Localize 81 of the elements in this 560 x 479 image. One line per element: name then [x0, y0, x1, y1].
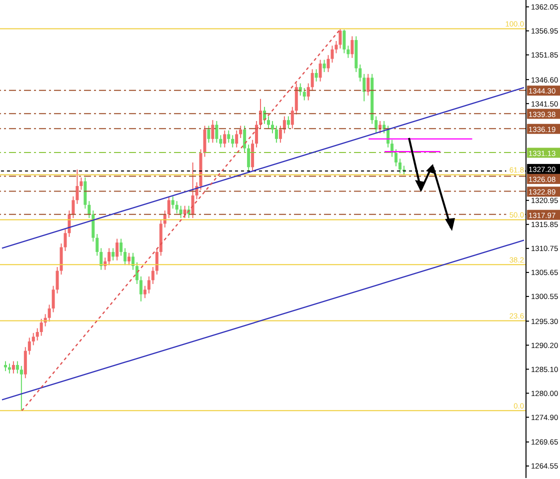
- candlestick: [120, 238, 123, 256]
- candlestick: [72, 196, 75, 219]
- candlestick: [219, 134, 222, 148]
- candlestick: [235, 130, 238, 148]
- candlestick: [294, 82, 298, 115]
- candlestick: [259, 98, 262, 130]
- candlestick: [314, 68, 318, 82]
- candlestick: [60, 242, 63, 276]
- candlestick: [266, 116, 270, 130]
- candlestick: [52, 285, 55, 313]
- candlestick: [56, 266, 59, 294]
- candlestick: [132, 252, 134, 270]
- candlestick: [28, 337, 31, 356]
- candlestick: [191, 162, 194, 219]
- candlestick: [358, 64, 362, 82]
- candlestick: [151, 266, 154, 284]
- candlestick: [147, 276, 150, 294]
- candlestick: [12, 360, 15, 374]
- candlestick: [88, 200, 91, 219]
- candlestick: [84, 177, 87, 210]
- candlestick: [207, 125, 210, 144]
- candlestick: [346, 45, 350, 58]
- candlestick: [96, 234, 99, 256]
- candlestick: [16, 360, 19, 374]
- candlestick: [171, 196, 174, 210]
- candlestick: [322, 59, 326, 73]
- candlestick: [100, 248, 103, 270]
- candlestick: [40, 318, 43, 336]
- candlestick: [32, 332, 35, 346]
- candlestick: [362, 73, 366, 102]
- candlestick: [366, 73, 370, 96]
- candlestick: [282, 116, 286, 134]
- candlestick: [4, 360, 7, 372]
- candlestick: [394, 148, 398, 167]
- candlestick: [350, 36, 354, 58]
- candlestick: [342, 29, 346, 54]
- candlestick: [278, 125, 282, 144]
- candlestick: [128, 252, 131, 266]
- candlestick: [270, 120, 274, 134]
- candlestick: [124, 248, 127, 266]
- candlestick: [76, 169, 79, 204]
- candlestick: [247, 144, 250, 172]
- candlestick: [298, 82, 302, 96]
- candlestick: [20, 365, 23, 412]
- candlestick: [48, 304, 51, 322]
- candlestick: [227, 130, 230, 144]
- candlestick: [290, 106, 294, 130]
- candlestick: [215, 120, 218, 144]
- candlestick: [231, 134, 234, 148]
- candlestick: [92, 210, 95, 242]
- candlestick: [251, 139, 254, 172]
- candlestick: [274, 125, 278, 144]
- candlestick: [36, 328, 39, 341]
- candlestick: [318, 59, 322, 82]
- candlestick: [334, 40, 338, 54]
- candlestick: [374, 116, 378, 134]
- candlestick: [239, 125, 242, 138]
- candlestick: [183, 205, 186, 219]
- candlestick: [211, 120, 214, 144]
- candlestick: [398, 158, 402, 174]
- candlestick: [203, 125, 206, 158]
- candlestick: [116, 238, 119, 261]
- candlestick: [143, 285, 146, 299]
- candlestick: [24, 346, 27, 379]
- candlestick: [80, 177, 83, 190]
- candlestick: [139, 276, 142, 302]
- candlestick: [135, 262, 138, 284]
- candlestick: [112, 248, 115, 261]
- candlestick: [286, 116, 290, 130]
- candlestick: [243, 125, 246, 153]
- candlestick: [108, 248, 111, 266]
- candlestick: [302, 88, 306, 101]
- candlestick: [179, 205, 182, 219]
- candlestick: [155, 248, 158, 276]
- candlestick: [310, 68, 314, 92]
- candlestick: [223, 130, 226, 148]
- candlestick: [306, 82, 310, 101]
- candlestick: [167, 196, 170, 219]
- candlestick: [175, 200, 178, 214]
- candlestick: [255, 120, 258, 148]
- candlestick: [338, 28, 342, 50]
